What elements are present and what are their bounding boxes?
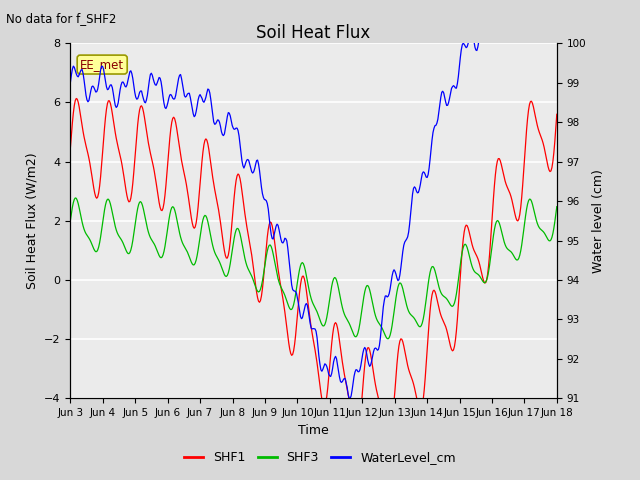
SHF3: [553, 204, 561, 210]
Text: No data for f_SHF2: No data for f_SHF2: [6, 12, 116, 25]
Text: EE_met: EE_met: [80, 58, 124, 71]
WaterLevel_cm: [479, 21, 486, 26]
SHF1: [67, 144, 74, 150]
SHF1: [298, 274, 306, 279]
SHF3: [543, 235, 551, 241]
Line: SHF1: SHF1: [70, 98, 557, 401]
SHF3: [331, 275, 339, 280]
X-axis label: Time: Time: [298, 424, 329, 437]
WaterLevel_cm: [466, 31, 474, 36]
SHF3: [298, 260, 306, 265]
Y-axis label: Soil Heat Flux (W/m2): Soil Heat Flux (W/m2): [26, 153, 38, 289]
WaterLevel_cm: [301, 306, 308, 312]
WaterLevel_cm: [543, 21, 551, 26]
WaterLevel_cm: [67, 80, 74, 85]
SHF1: [301, 281, 309, 287]
Line: SHF3: SHF3: [70, 198, 557, 339]
Title: Soil Heat Flux: Soil Heat Flux: [257, 24, 371, 42]
Line: WaterLevel_cm: WaterLevel_cm: [70, 24, 557, 398]
SHF1: [553, 111, 561, 117]
Legend: SHF1, SHF3, WaterLevel_cm: SHF1, SHF3, WaterLevel_cm: [179, 446, 461, 469]
SHF1: [543, 159, 551, 165]
WaterLevel_cm: [330, 359, 337, 365]
SHF3: [385, 336, 392, 342]
SHF3: [467, 260, 475, 265]
WaterLevel_cm: [298, 316, 305, 322]
SHF1: [72, 96, 80, 101]
SHF1: [467, 237, 475, 243]
SHF1: [332, 320, 339, 325]
SHF3: [67, 217, 74, 223]
SHF3: [357, 314, 365, 320]
SHF1: [319, 398, 326, 404]
WaterLevel_cm: [346, 396, 353, 401]
WaterLevel_cm: [357, 362, 365, 368]
SHF3: [301, 267, 309, 273]
WaterLevel_cm: [553, 21, 561, 26]
SHF3: [72, 195, 79, 201]
SHF1: [358, 396, 365, 402]
Y-axis label: Water level (cm): Water level (cm): [592, 169, 605, 273]
